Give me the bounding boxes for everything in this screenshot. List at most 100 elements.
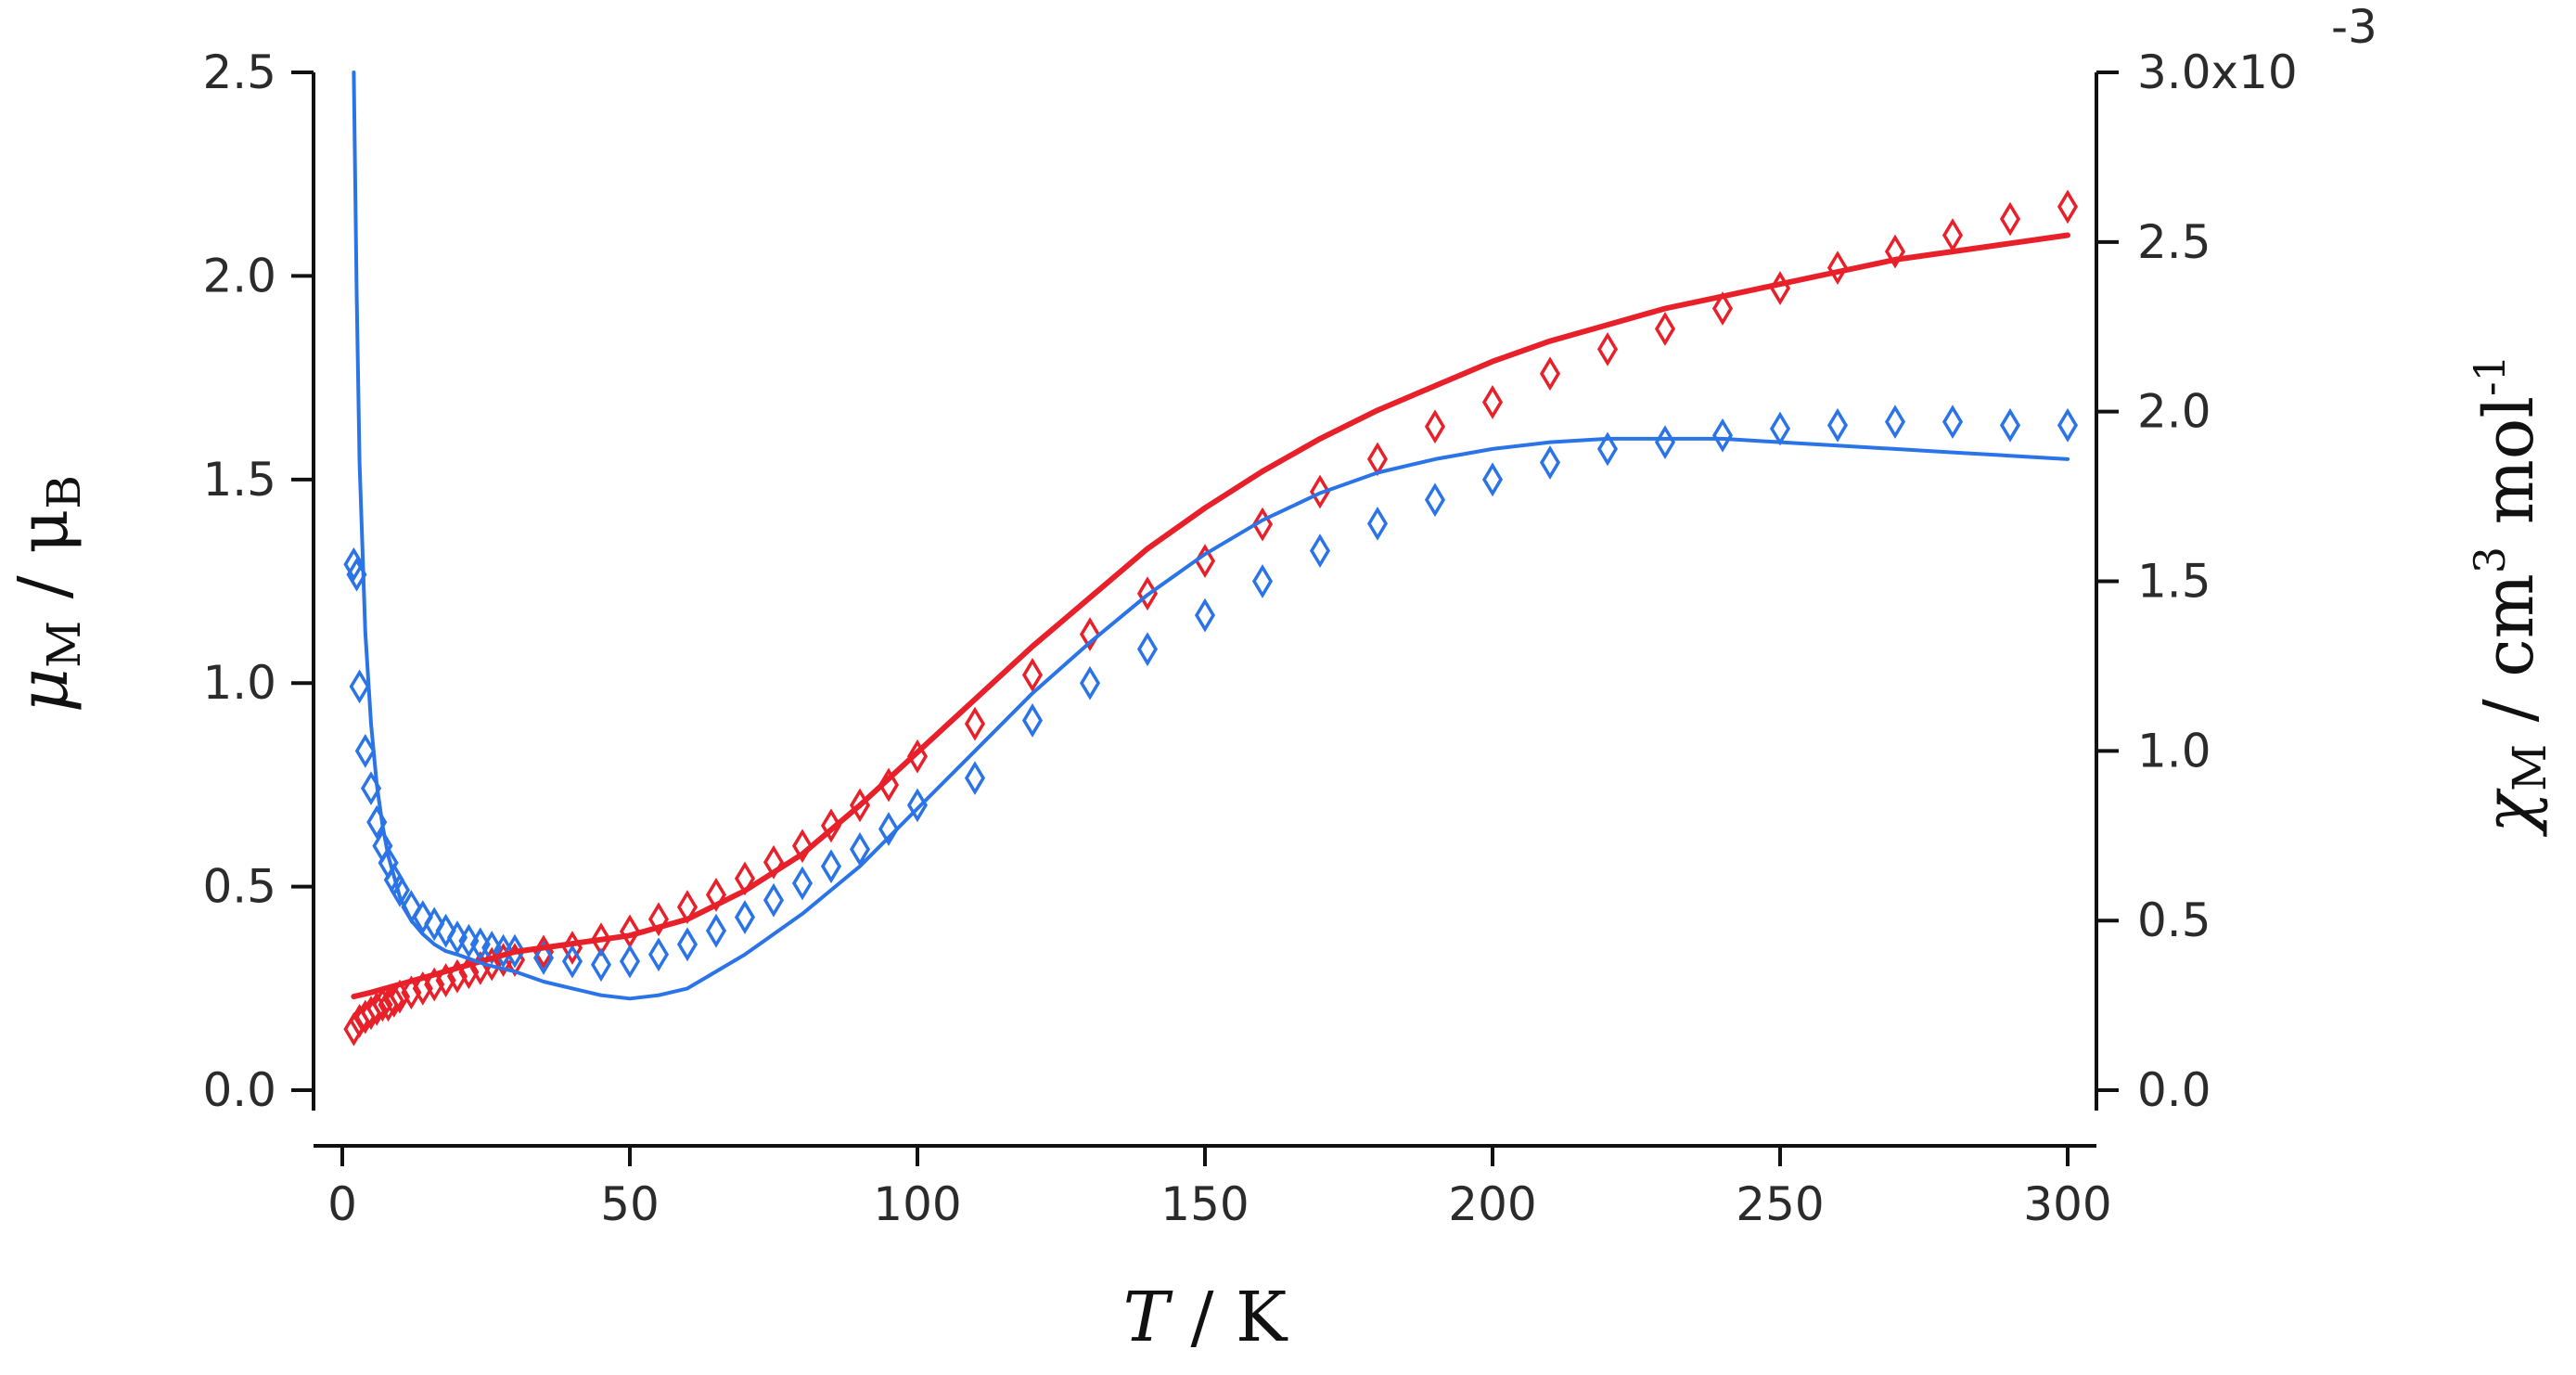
y-right-tick-label: 1.0 <box>2137 724 2211 777</box>
x-tick-label: 300 <box>2023 1177 2111 1231</box>
red-fit-line <box>351 232 2070 1000</box>
right-axis-unit: cm <box>2469 573 2549 677</box>
blue-diamond-point <box>1654 425 1676 459</box>
blue-diamond-point <box>469 927 491 962</box>
blue-diamond-point <box>1366 506 1389 541</box>
data-layer <box>343 71 2079 1047</box>
right-axis-symbol-sub: M <box>2503 744 2557 791</box>
blue-diamond-point <box>1136 632 1159 667</box>
red-diamond-point <box>412 970 433 1006</box>
y-right-tick-label: 2.5 <box>2137 215 2211 269</box>
blue-diamond-point <box>849 832 871 867</box>
right-axis-unit2: mol <box>2469 396 2549 524</box>
blue-diamond-point <box>1194 598 1216 633</box>
red-diamond-point <box>1654 312 1676 346</box>
blue-diamond-point <box>964 761 986 796</box>
red-diamond-point <box>366 991 388 1026</box>
blue-diamond-point <box>1251 564 1274 598</box>
series-3 <box>352 71 2070 1001</box>
red-diamond-point <box>1079 617 1101 651</box>
red-diamond-point <box>1366 442 1389 477</box>
blue-diamond-point <box>1826 407 1849 443</box>
x-tick-label: 100 <box>873 1177 961 1231</box>
blue-diamond-point <box>1079 665 1101 700</box>
y-right-tick-label: 3.0x10 <box>2137 45 2298 99</box>
x-tick-label: 250 <box>1736 1177 1824 1231</box>
red-diamond-point <box>1942 218 1964 252</box>
red-diamond-point <box>2057 189 2079 225</box>
blue-diamond-point <box>354 733 376 768</box>
red-diamond-point <box>401 975 422 1010</box>
right-axis-label: χM / cm3 mol-1 <box>2465 354 2557 838</box>
blue-diamond-point <box>504 933 526 969</box>
red-diamond-point <box>424 967 445 1002</box>
blue-fit-line <box>352 71 2070 1001</box>
blue-diamond-point <box>1596 431 1619 467</box>
red-diamond-point <box>1711 291 1734 326</box>
x-tick-label: 0 <box>327 1177 357 1231</box>
svg-text:μM / μB: μM / μB <box>4 475 91 713</box>
blue-diamond-point <box>878 812 900 846</box>
red-diamond-point <box>791 829 814 864</box>
x-axis-symbol: T <box>1123 1278 1173 1357</box>
red-diamond-point <box>1999 201 2021 237</box>
x-tick-label: 200 <box>1448 1177 1536 1231</box>
blue-diamond-point <box>412 900 433 934</box>
blue-diamond-point <box>1999 407 2021 443</box>
blue-diamond-point <box>389 872 411 907</box>
blue-diamond-point <box>1769 411 1791 446</box>
red-diamond-point <box>1826 251 1849 286</box>
red-diamond-point <box>763 844 785 880</box>
left-axis-unit-sub: B <box>37 475 91 509</box>
red-diamond-point <box>1481 385 1504 419</box>
blue-diamond-point <box>424 906 445 942</box>
y-left-tick-label: 2.0 <box>202 249 276 302</box>
series-1 <box>343 405 2079 983</box>
red-diamond-point <box>372 987 393 1022</box>
right-axis-exponent: -3 <box>2331 0 2377 54</box>
x-axis-label: T / K <box>1123 1278 1288 1357</box>
blue-diamond-point <box>1424 482 1446 518</box>
y-left-tick-label: 0.5 <box>202 860 276 914</box>
right-axis-unit-sup: 3 <box>2465 546 2515 573</box>
y-right-tick-label: 0.5 <box>2137 893 2211 947</box>
blue-diamond-point <box>1309 533 1331 569</box>
ticks-layer: 0 50 100 150 200 250 300 0.0 0.5 1.0 1.5 2.0 2.5 0.0 0… <box>202 45 2297 1231</box>
red-diamond-point <box>1884 234 1906 269</box>
blue-diamond-point <box>481 931 503 965</box>
x-tick-label: 50 <box>600 1177 660 1231</box>
red-diamond-point <box>383 983 404 1018</box>
blue-diamond-point <box>458 923 480 958</box>
red-diamond-point <box>343 1011 365 1047</box>
red-diamond-point <box>964 706 986 741</box>
blue-diamond-point <box>532 941 555 975</box>
blue-diamond-point <box>435 913 456 948</box>
blue-diamond-point <box>1942 405 1964 440</box>
blue-diamond-point <box>2057 407 2079 443</box>
red-diamond-point <box>820 808 842 843</box>
red-diamond-point <box>389 979 411 1014</box>
red-diamond-point <box>705 878 727 912</box>
red-diamond-point <box>647 902 670 937</box>
right-axis-symbol: χ <box>2469 788 2549 838</box>
blue-diamond-point <box>763 882 785 918</box>
blue-diamond-point <box>1884 405 1906 440</box>
blue-diamond-point <box>1021 703 1044 738</box>
red-diamond-point <box>1251 507 1274 542</box>
blue-diamond-point <box>1539 445 1561 480</box>
y-right-tick-label: 1.5 <box>2137 555 2211 609</box>
blue-diamond-point <box>1481 462 1504 497</box>
right-axis-unit2-sup: -1 <box>2465 354 2515 396</box>
red-diamond-point <box>1596 331 1619 366</box>
blue-diamond-point <box>561 944 583 979</box>
blue-diamond-point <box>820 849 842 884</box>
blue-diamond-point <box>734 900 756 934</box>
y-left-tick-label: 0.0 <box>202 1063 276 1117</box>
blue-diamond-point <box>791 866 814 901</box>
y-left-tick-label: 1.0 <box>202 656 276 710</box>
left-axis-unit: μ <box>4 509 83 554</box>
red-diamond-point <box>1021 658 1044 692</box>
y-left-tick-label: 2.5 <box>202 45 276 99</box>
left-axis-symbol: μ <box>4 668 83 713</box>
red-diamond-point <box>1309 474 1331 509</box>
